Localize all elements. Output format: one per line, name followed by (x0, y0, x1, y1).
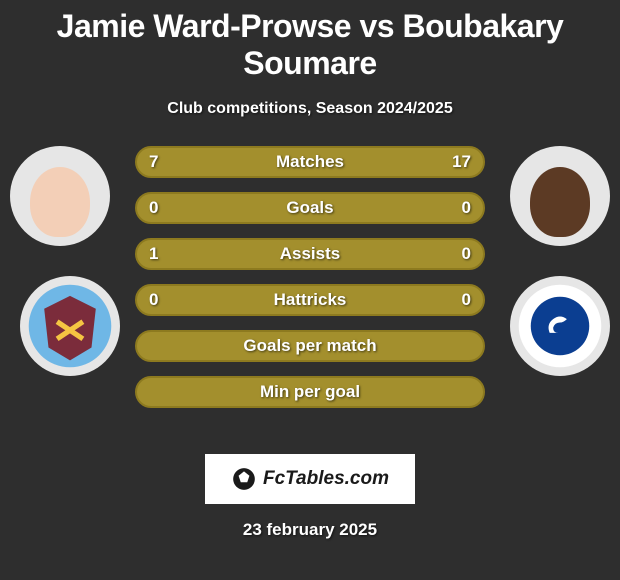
stat-label: Goals (286, 198, 333, 218)
stat-label: Assists (280, 244, 340, 264)
shield-icon (20, 276, 120, 376)
stat-value-left: 0 (149, 198, 158, 218)
soccer-ball-icon (231, 466, 257, 492)
stat-value-left: 0 (149, 290, 158, 310)
shield-icon (510, 276, 610, 376)
club-right-badge (510, 276, 610, 376)
stat-value-right: 0 (462, 198, 471, 218)
stat-label: Goals per match (243, 336, 376, 356)
comparison-body: Matches717Goals00Assists10Hattricks00Goa… (0, 146, 620, 436)
snapshot-date: 23 february 2025 (0, 520, 620, 540)
comparison-title: Jamie Ward-Prowse vs Boubakary Soumare (0, 0, 620, 82)
club-left-badge (20, 276, 120, 376)
stat-label: Min per goal (260, 382, 360, 402)
stat-value-left: 1 (149, 244, 158, 264)
stat-value-right: 0 (462, 290, 471, 310)
stats-table: Matches717Goals00Assists10Hattricks00Goa… (135, 146, 485, 408)
source-badge: FcTables.com (205, 454, 415, 504)
stat-row: Matches 7 17 (135, 146, 485, 178)
stat-value-right: 17 (452, 152, 471, 172)
stat-row: Assists 1 0 (135, 238, 485, 270)
stat-label: Matches (276, 152, 344, 172)
stat-label: Hattricks (274, 290, 347, 310)
stat-value-left: 7 (149, 152, 158, 172)
stat-row: Min per goal (135, 376, 485, 408)
player-left-avatar (10, 146, 110, 246)
player-right-avatar (510, 146, 610, 246)
stat-row: Goals 0 0 (135, 192, 485, 224)
face-icon (10, 146, 110, 246)
face-icon (510, 146, 610, 246)
stat-row: Goals per match (135, 330, 485, 362)
stat-value-right: 0 (462, 244, 471, 264)
comparison-subtitle: Club competitions, Season 2024/2025 (0, 100, 620, 118)
source-label: FcTables.com (263, 468, 389, 490)
stat-row: Hattricks 0 0 (135, 284, 485, 316)
